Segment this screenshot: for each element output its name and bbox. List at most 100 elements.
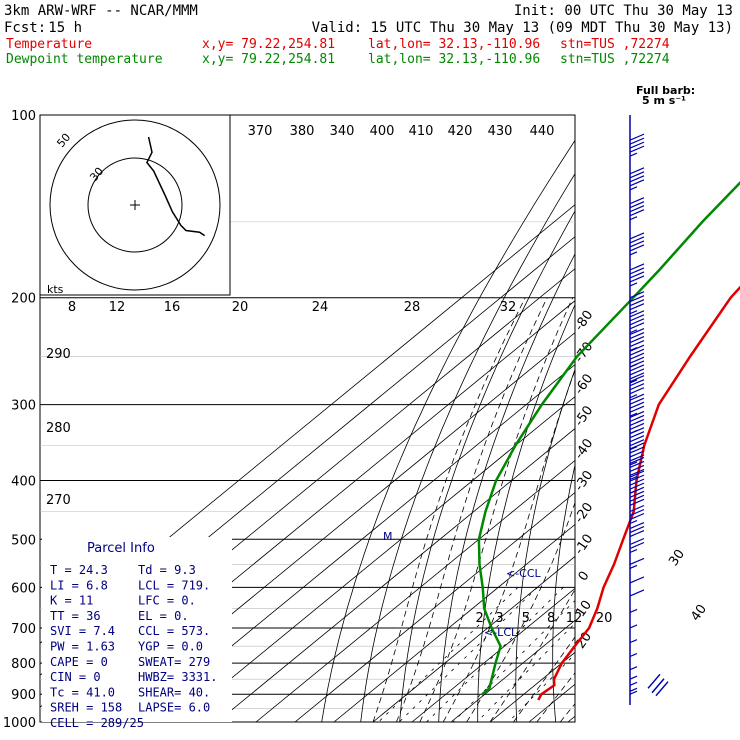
- isotherm-label: -60: [572, 371, 596, 397]
- pressure-label: 800: [11, 657, 36, 672]
- mixing-ratio-label: 3: [495, 611, 503, 626]
- wind-barb: [629, 624, 638, 629]
- temperature-xy: x,y= 79.22,254.81: [202, 37, 335, 52]
- wind-barb: [629, 427, 645, 451]
- mixing-ratio-label: 12: [566, 611, 583, 626]
- theta-left-label: 270: [46, 493, 71, 508]
- hodograph-trace: [146, 136, 206, 237]
- pressure-label: 700: [11, 622, 36, 637]
- moist-adiabat: [372, 297, 526, 722]
- mixing-ratio-label: 8: [547, 611, 555, 626]
- hodograph-axis-label: 8: [68, 300, 76, 315]
- theta-left-label: 290: [46, 347, 71, 362]
- hodograph-axis-label: 28: [404, 300, 421, 315]
- wind-barb: [629, 291, 645, 315]
- dewpoint-label: Dewpoint temperature: [6, 52, 163, 67]
- wind-barb: [629, 375, 645, 399]
- wind-barb: [629, 232, 645, 256]
- hodograph-ring-outer: [49, 119, 221, 291]
- dry-adiabat: [477, 303, 575, 722]
- theta-label: 340: [330, 124, 355, 139]
- parcel-param-right: SHEAR= 40.: [138, 685, 210, 699]
- init-time: Init: 00 UTC Thu 30 May 13: [514, 3, 733, 19]
- temperature-station: stn=TUS ,72274: [560, 37, 670, 52]
- dry-adiabat: [515, 368, 575, 722]
- parcel-param-right: LAPSE= 6.0: [138, 701, 210, 715]
- dewpoint-station: stn=TUS ,72274: [560, 52, 670, 67]
- moist-adiabat: [466, 501, 575, 722]
- full-barb-value: 5 m s⁻¹: [642, 94, 686, 107]
- hodograph: 50 30 kts: [39, 114, 231, 296]
- pressure-label: 900: [11, 688, 36, 703]
- theta-label: 420: [448, 124, 473, 139]
- isotherm-label: -50: [572, 403, 596, 429]
- isotherm-label: -20: [572, 500, 596, 526]
- isotherm-label: 40: [688, 602, 710, 624]
- wind-barb-low: [647, 673, 661, 689]
- lcl-marker: <-LCL: [484, 626, 518, 639]
- moist-adiabat: [396, 297, 548, 722]
- theta-label: 380: [290, 124, 315, 139]
- parcel-param-right: EL = 0.: [138, 609, 189, 623]
- wind-barb: [629, 521, 645, 538]
- valid-time: Valid: 15 UTC Thu 30 May 13 (09 MDT Thu …: [312, 20, 733, 36]
- isotherm-line: [294, 491, 575, 722]
- isotherm-label: 30: [666, 547, 688, 569]
- parcel-param-right: CCL = 573.: [138, 624, 210, 638]
- hodograph-axis-label: 32: [500, 300, 517, 315]
- wind-barb: [629, 639, 638, 644]
- hodograph-axis-label: 16: [164, 300, 181, 315]
- wind-barb: [629, 393, 645, 417]
- wind-barb: [629, 456, 645, 480]
- dry-adiabat: [360, 173, 575, 722]
- wind-barb: [629, 486, 645, 506]
- wind-barb: [629, 167, 645, 191]
- parcel-param-right: LCL = 719.: [138, 578, 210, 592]
- isotherm-line: [607, 115, 740, 722]
- parcel-info-title: Parcel Info: [87, 541, 155, 556]
- isotherm-line: [177, 396, 575, 722]
- model-title: 3km ARW-WRF -- NCAR/MMM: [4, 3, 198, 19]
- wind-barb: [629, 589, 645, 597]
- mixing-ratio-lines: [378, 587, 575, 722]
- hodograph-axis-label: 12: [109, 300, 126, 315]
- pressure-label: 400: [11, 474, 36, 489]
- wind-barb: [629, 576, 645, 584]
- moist-adiabats: [372, 297, 575, 722]
- temperature-latlon: lat,lon= 32.13,-110.96: [368, 37, 540, 52]
- moist-adiabat: [442, 369, 575, 722]
- dewpoint-latlon: lat,lon= 32.13,-110.96: [368, 52, 540, 67]
- isotherm-line: [450, 619, 575, 722]
- mixing-ratio-line: [426, 587, 564, 722]
- parcel-param-left: K = 11: [50, 594, 93, 608]
- pressure-label: 200: [11, 292, 36, 307]
- isotherm-label: -80: [572, 308, 596, 334]
- hodograph-ring-inner: [87, 157, 183, 253]
- isotherm-label: -10: [572, 532, 596, 558]
- theta-label: 400: [370, 124, 395, 139]
- parcel-param-right: LFC = 0.: [138, 594, 196, 608]
- wind-barb: [629, 310, 645, 334]
- temperature-profile: [537, 285, 740, 701]
- isotherm-label: -70: [572, 339, 596, 365]
- full-barb-label: Full barb:: [636, 84, 695, 97]
- theta-label: 410: [409, 124, 434, 139]
- m-marker: M: [383, 530, 393, 543]
- forecast-label: Fcst:: [4, 20, 46, 36]
- theta-label: 370: [248, 124, 273, 139]
- isotherm-line: [489, 651, 575, 722]
- dry-adiabats: [321, 115, 740, 722]
- isotherm-label: -40: [572, 436, 596, 462]
- dry-adiabat: [721, 115, 740, 722]
- wind-barb: [629, 263, 645, 287]
- parcel-info-background: [42, 537, 232, 722]
- mixing-ratio-label: 5: [522, 611, 530, 626]
- pressure-label: 500: [11, 533, 36, 548]
- ccl-marker: <-CCL: [506, 567, 542, 580]
- isotherm-line: [138, 364, 575, 722]
- wind-barb: [629, 360, 645, 384]
- hodograph-axis-label: 24: [312, 300, 329, 315]
- pressure-label: 100: [11, 109, 36, 124]
- dewpoint-profile: [477, 181, 740, 696]
